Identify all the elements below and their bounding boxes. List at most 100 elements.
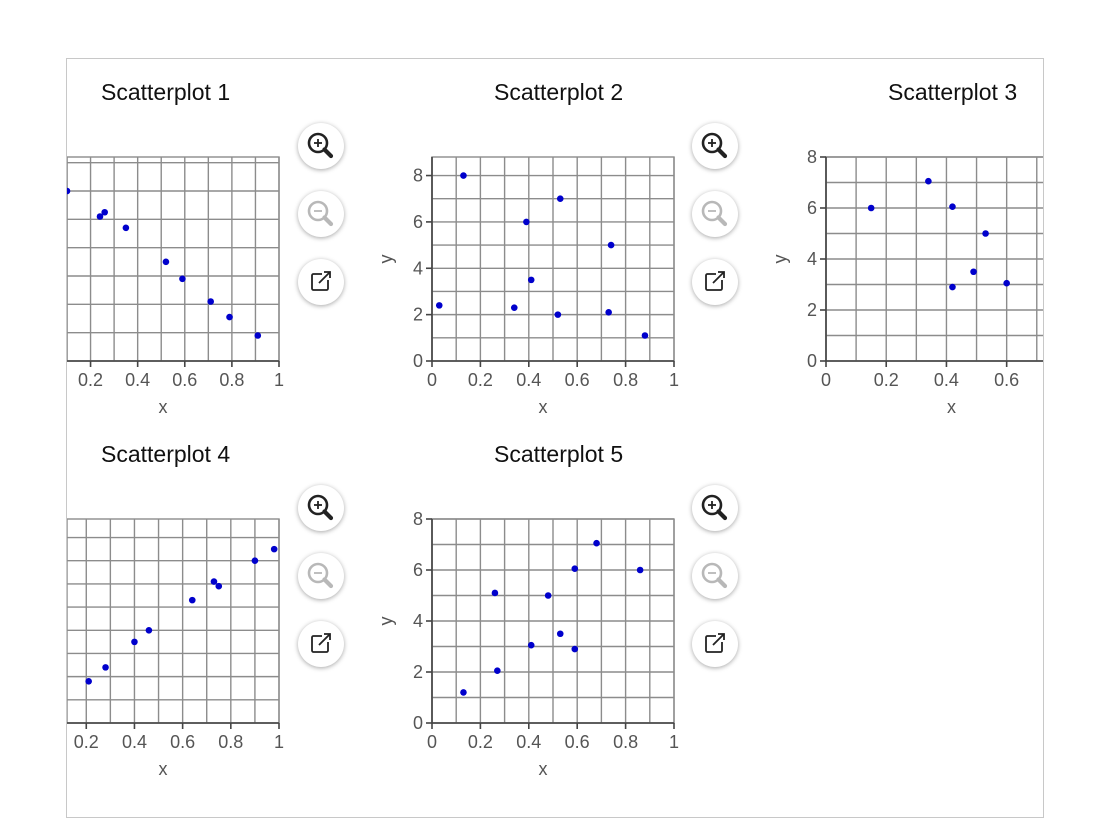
data-point bbox=[641, 332, 649, 339]
data-point bbox=[982, 230, 989, 237]
data-point bbox=[970, 268, 977, 276]
x-tick-label: 0 bbox=[821, 370, 831, 390]
data-point bbox=[556, 195, 564, 203]
plot-frame bbox=[67, 156, 280, 362]
scatterplot-1: 0.2 0.4 0.6 0.8 1 x bbox=[67, 156, 284, 417]
zoom-out-icon bbox=[701, 562, 728, 589]
zoom-in-button[interactable] bbox=[692, 485, 738, 531]
data-point bbox=[270, 545, 278, 553]
data-point bbox=[251, 557, 259, 565]
x-tick-label: 0.2 bbox=[468, 732, 493, 752]
plot-grid bbox=[825, 156, 1043, 362]
zoom-out-button[interactable] bbox=[298, 553, 344, 599]
y-tick-label: 2 bbox=[807, 300, 817, 320]
x-tick-label: 0.6 bbox=[170, 732, 195, 752]
data-point bbox=[556, 630, 564, 638]
data-point bbox=[179, 275, 186, 283]
data-point bbox=[523, 218, 530, 226]
data-point bbox=[460, 689, 467, 696]
data-point bbox=[527, 276, 535, 284]
scatterplot-1-title: Scatterplot 1 bbox=[101, 79, 231, 105]
zoom-in-button[interactable] bbox=[298, 485, 344, 531]
x-tick-label: 0.6 bbox=[565, 732, 590, 752]
data-point bbox=[510, 304, 518, 311]
zoom-out-button[interactable] bbox=[298, 191, 344, 237]
x-tick-label: 0.6 bbox=[565, 370, 590, 390]
data-point bbox=[215, 582, 223, 590]
zoom-out-button[interactable] bbox=[692, 191, 738, 237]
open-button[interactable] bbox=[692, 259, 738, 305]
open-button[interactable] bbox=[298, 621, 344, 667]
data-point bbox=[122, 224, 130, 232]
y-tick-label: 8 bbox=[413, 509, 423, 529]
data-point bbox=[494, 667, 501, 675]
data-point bbox=[571, 565, 579, 573]
data-point bbox=[491, 589, 499, 597]
data-point bbox=[593, 539, 600, 547]
zoom-out-icon bbox=[307, 200, 334, 227]
scatterplot-2-title: Scatterplot 2 bbox=[494, 79, 624, 105]
y-tick-label: 0 bbox=[413, 713, 423, 733]
open-in-new-icon bbox=[311, 270, 334, 291]
open-button[interactable] bbox=[298, 259, 344, 305]
y-tick-label: 2 bbox=[413, 305, 423, 325]
zoom-out-icon bbox=[701, 200, 728, 227]
zoom-out-button[interactable] bbox=[692, 553, 738, 599]
x-axis-label: x bbox=[539, 397, 548, 417]
data-point bbox=[96, 213, 104, 220]
x-tick-label: 0.8 bbox=[613, 370, 638, 390]
data-point bbox=[145, 626, 153, 634]
x-axis-label: x bbox=[159, 759, 168, 779]
open-in-new-icon bbox=[311, 632, 334, 653]
data-point bbox=[162, 258, 170, 266]
scatterplot-2: 0 0.2 0.4 0.6 0.8 1 0 2 4 6 8 x y bbox=[376, 156, 679, 417]
x-tick-label: 0 bbox=[427, 370, 437, 390]
x-tick-label: 0 bbox=[427, 732, 437, 752]
y-axis-label: y bbox=[376, 617, 396, 626]
zoom-in-button[interactable] bbox=[692, 123, 738, 169]
y-tick-label: 4 bbox=[413, 611, 423, 631]
x-tick-label: 0.2 bbox=[78, 370, 103, 390]
x-tick-label: 0.4 bbox=[122, 732, 147, 752]
data-point bbox=[101, 208, 108, 216]
scatterplot-5-title: Scatterplot 5 bbox=[494, 441, 624, 467]
data-point bbox=[636, 566, 644, 574]
data-point bbox=[571, 645, 579, 653]
data-point bbox=[605, 309, 612, 316]
y-axis-label: y bbox=[770, 255, 790, 264]
x-tick-label: 1 bbox=[669, 732, 679, 752]
data-point bbox=[867, 204, 875, 212]
x-tick-label: 1 bbox=[274, 732, 284, 752]
open-in-new-icon bbox=[705, 632, 728, 653]
x-tick-label: 0.2 bbox=[74, 732, 99, 752]
y-tick-label: 6 bbox=[807, 198, 817, 218]
data-point bbox=[544, 592, 552, 599]
x-tick-label: 0.8 bbox=[219, 370, 244, 390]
data-point bbox=[226, 313, 233, 321]
data-point bbox=[527, 641, 535, 649]
y-axis-label: y bbox=[376, 255, 396, 264]
x-tick-label: 0.2 bbox=[874, 370, 899, 390]
scatterplot-4: 0.2 0.4 0.6 0.8 1 x bbox=[67, 518, 284, 779]
zoom-in-button[interactable] bbox=[298, 123, 344, 169]
y-tick-label: 0 bbox=[807, 351, 817, 371]
scatterplot-gallery: Scatterplot 1 0.2 0.4 0.6 0.8 1 x Scatterplot 2… bbox=[66, 58, 1044, 818]
x-tick-label: 0.8 bbox=[218, 732, 243, 752]
data-point bbox=[102, 664, 109, 671]
y-tick-label: 6 bbox=[413, 212, 423, 232]
data-point bbox=[254, 332, 262, 339]
data-point bbox=[949, 283, 956, 291]
x-tick-label: 0.6 bbox=[172, 370, 197, 390]
x-tick-label: 0.4 bbox=[516, 732, 541, 752]
data-point bbox=[554, 311, 562, 318]
plot-grid bbox=[67, 157, 280, 362]
y-tick-label: 8 bbox=[413, 166, 423, 186]
zoom-in-icon bbox=[701, 132, 728, 159]
open-button[interactable] bbox=[692, 621, 738, 667]
x-tick-label: 1 bbox=[669, 370, 679, 390]
plot-grid bbox=[431, 518, 675, 724]
zoom-out-icon bbox=[307, 562, 334, 589]
y-tick-label: 6 bbox=[413, 560, 423, 580]
data-point bbox=[1003, 279, 1010, 287]
